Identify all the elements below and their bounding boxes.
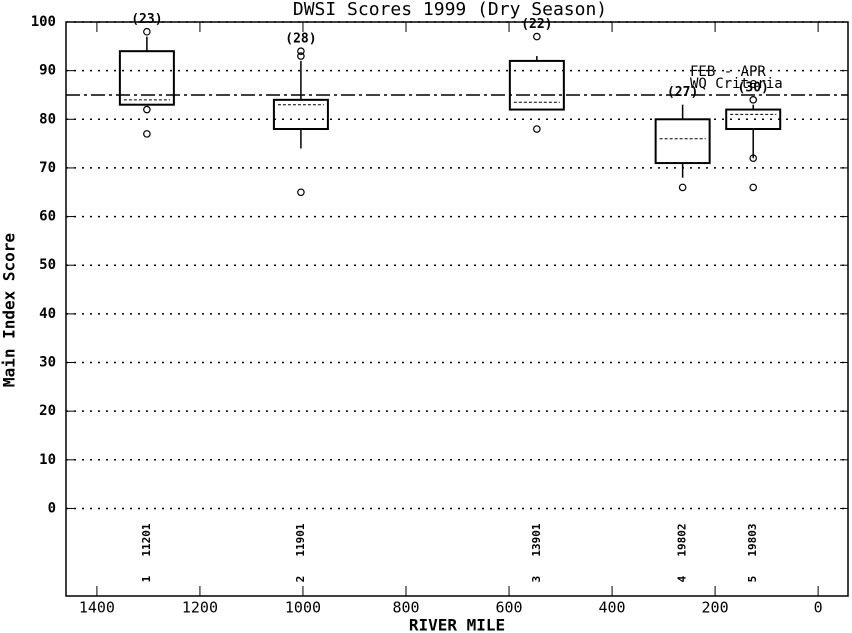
y-tick-label: 0 bbox=[48, 500, 56, 516]
y-tick-label: 10 bbox=[39, 452, 56, 468]
outlier bbox=[533, 125, 541, 133]
y-tick-label: 40 bbox=[39, 306, 56, 322]
box bbox=[508, 59, 565, 111]
outlier bbox=[143, 27, 151, 36]
station-number: 1 bbox=[140, 575, 153, 582]
box bbox=[272, 98, 329, 131]
x-axis-label: RIVER MILE bbox=[409, 616, 505, 633]
station-label: 19803 bbox=[746, 523, 759, 556]
count-label: (27) bbox=[667, 85, 698, 100]
count-label: (28) bbox=[285, 32, 316, 47]
outlier bbox=[143, 105, 151, 114]
x-tick-label: 0 bbox=[814, 599, 823, 617]
outlier bbox=[678, 183, 687, 192]
station-label: 19802 bbox=[676, 523, 689, 556]
station-number: 3 bbox=[530, 576, 543, 583]
y-tick-label: 90 bbox=[39, 63, 56, 79]
outlier bbox=[749, 154, 758, 163]
count-label: (30) bbox=[738, 80, 769, 95]
outlier bbox=[749, 96, 758, 104]
box bbox=[118, 50, 175, 106]
box bbox=[725, 108, 782, 131]
y-tick-label: 80 bbox=[39, 111, 56, 127]
x-tick-label: 600 bbox=[495, 599, 522, 617]
x-tick-label: 1400 bbox=[79, 599, 115, 617]
outlier bbox=[143, 130, 151, 138]
station-number: 4 bbox=[676, 575, 689, 582]
x-tick-label: 1000 bbox=[285, 599, 321, 617]
station-label: 11201 bbox=[140, 523, 153, 556]
count-label: (22) bbox=[521, 17, 552, 32]
x-tick-label: 400 bbox=[599, 599, 626, 617]
box bbox=[654, 118, 711, 165]
station-number: 2 bbox=[294, 576, 307, 583]
x-tick-label: 1200 bbox=[182, 599, 218, 617]
station-number: 5 bbox=[746, 576, 759, 583]
station-label: 13901 bbox=[530, 523, 543, 556]
chart-title: DWSI Scores 1999 (Dry Season) bbox=[293, 0, 607, 20]
reference-label: WQ Criteria bbox=[690, 76, 783, 92]
outlier bbox=[297, 52, 305, 60]
outlier bbox=[297, 188, 305, 197]
y-tick-label: 50 bbox=[39, 257, 56, 273]
y-tick-label: 30 bbox=[39, 355, 56, 371]
x-tick-label: 200 bbox=[702, 599, 729, 617]
count-label: (23) bbox=[131, 12, 162, 27]
station-label: 11901 bbox=[294, 523, 307, 556]
y-axis-label: Main Index Score bbox=[0, 233, 19, 387]
outlier bbox=[749, 183, 758, 192]
outlier bbox=[533, 32, 541, 41]
y-tick-label: 70 bbox=[39, 160, 56, 176]
x-tick-label: 800 bbox=[392, 599, 419, 617]
outlier bbox=[297, 47, 305, 55]
y-tick-label: 100 bbox=[31, 14, 56, 30]
plot-frame bbox=[65, 21, 849, 597]
y-tick-label: 60 bbox=[39, 209, 56, 225]
reference-label: FEB - APR bbox=[690, 64, 766, 80]
y-tick-label: 20 bbox=[39, 403, 56, 419]
